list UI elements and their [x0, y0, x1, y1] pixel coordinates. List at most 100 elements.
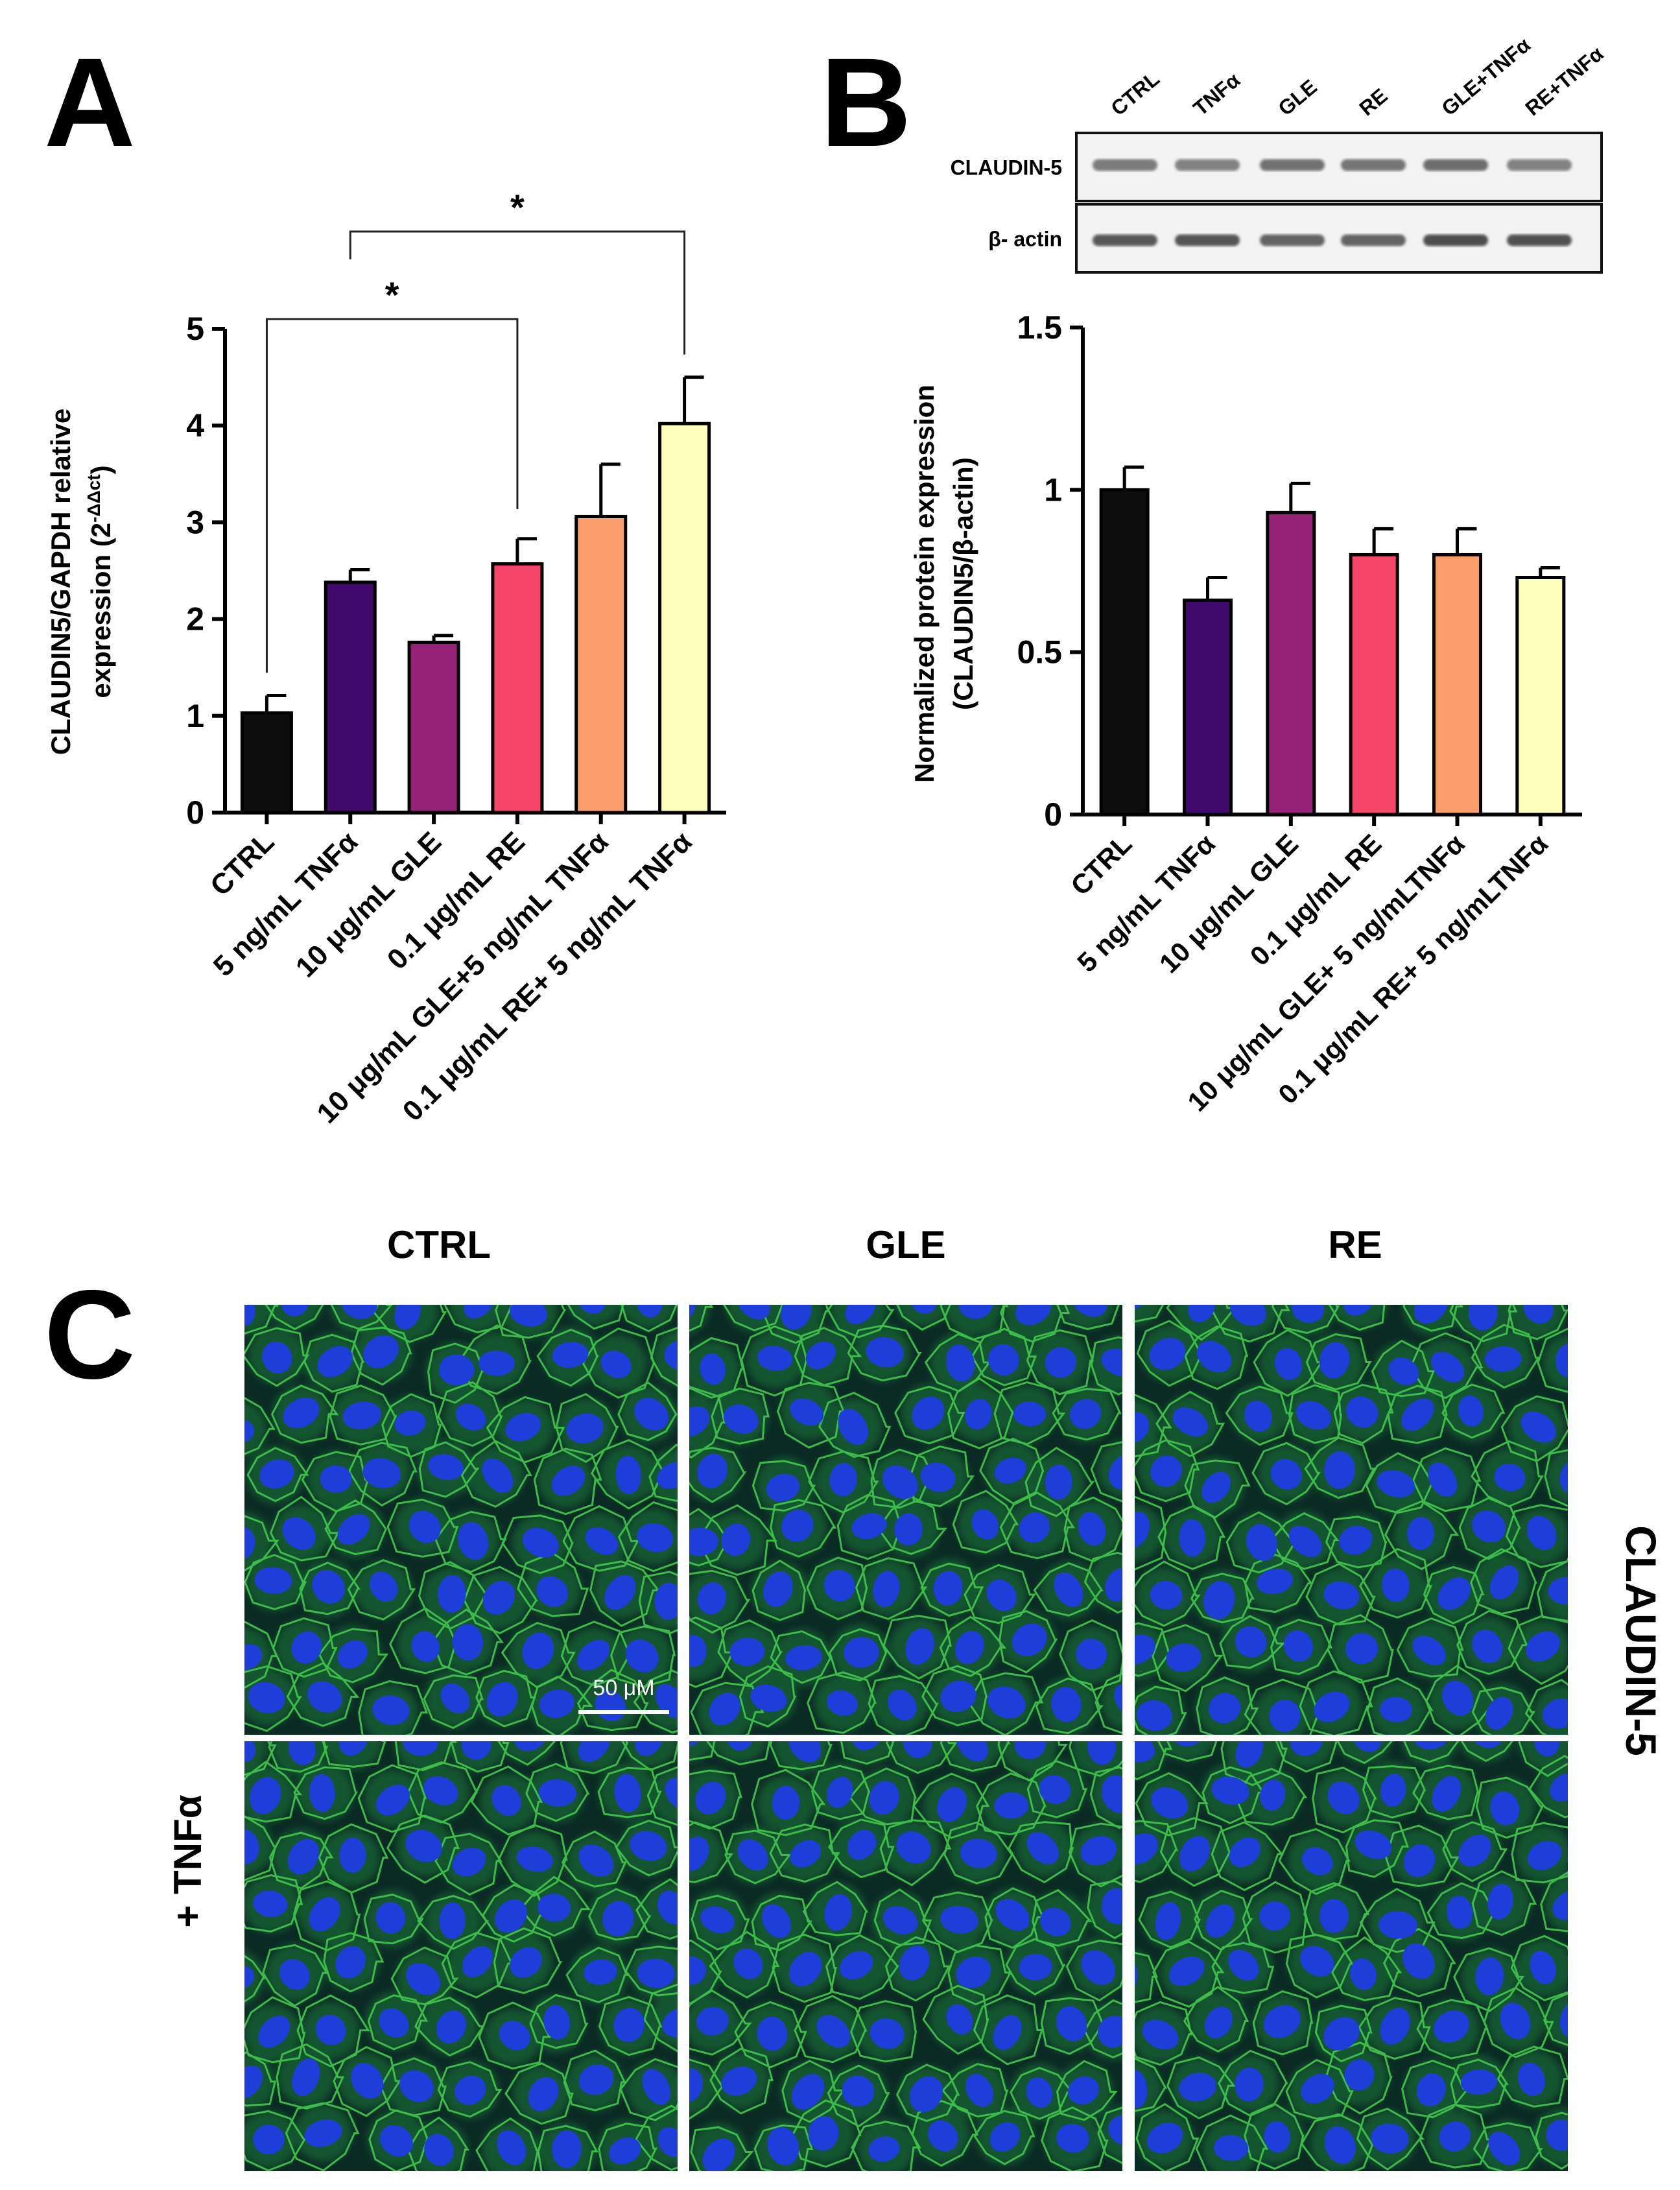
- cell-membrane: [347, 1559, 416, 1621]
- cell-nucleus: [248, 1682, 285, 1713]
- cell-nucleus: [1487, 1883, 1513, 1920]
- cell-nucleus: [291, 1631, 322, 1664]
- cell-membrane: [689, 2058, 725, 2120]
- cell-nucleus: [1067, 2076, 1099, 2104]
- cell-nucleus: [1345, 1396, 1378, 1428]
- cell-nucleus: [625, 1639, 659, 1672]
- cell-nucleus: [439, 1902, 466, 1939]
- cell-nucleus: [1291, 1305, 1325, 1323]
- cell-membrane: [1356, 2108, 1425, 2171]
- cell-membrane: [940, 1741, 1011, 1772]
- cell-nucleus: [1056, 2006, 1087, 2041]
- cell-nucleus: [700, 1906, 735, 1934]
- cell-nucleus: [351, 2062, 384, 2099]
- cell-nucleus: [1087, 1741, 1117, 1765]
- cell-membrane: [1090, 1441, 1122, 1503]
- cell-nucleus: [1045, 1347, 1077, 1378]
- cell-nucleus: [946, 1344, 975, 1382]
- cell-nucleus: [538, 1779, 576, 1807]
- cell-membrane: [689, 1446, 747, 1503]
- cell-nucleus: [258, 2016, 290, 2048]
- y-tick-label: 2: [186, 601, 204, 637]
- cell-membrane: [1056, 1305, 1120, 1330]
- cell-membrane: [1359, 1547, 1433, 1619]
- cell-membrane: [1211, 1942, 1275, 1994]
- cell-nucleus: [845, 1305, 876, 1324]
- cell-membrane: [1155, 1390, 1225, 1458]
- cell-membrane: [847, 1324, 922, 1382]
- cell-nucleus: [551, 1466, 586, 1496]
- cell-nucleus: [1319, 1342, 1350, 1379]
- cell-membrane: [939, 1615, 1007, 1677]
- cell-nucleus: [1401, 1398, 1434, 1431]
- cell-nucleus: [790, 1840, 822, 1868]
- cell-nucleus: [868, 2136, 900, 2162]
- cell-nucleus: [757, 2016, 788, 2051]
- cell-membrane: [1244, 1678, 1320, 1735]
- cell-nucleus: [1019, 1512, 1050, 1543]
- cell-membrane: [849, 1767, 917, 1826]
- cell-membrane: [1366, 1677, 1434, 1735]
- cell-nucleus: [578, 2064, 614, 2095]
- cell-nucleus: [988, 1686, 1026, 1719]
- cell-membrane: [1024, 1446, 1095, 1518]
- bar-5: [1432, 553, 1482, 816]
- cell-nucleus: [912, 1396, 945, 1430]
- cell-membrane: [802, 1881, 869, 1936]
- cell-membrane: [740, 1325, 809, 1397]
- cell-nucleus: [940, 1905, 978, 1934]
- cell-nucleus: [1528, 1840, 1562, 1870]
- cell-nucleus: [262, 1341, 292, 1374]
- cell-nucleus: [1288, 1525, 1322, 1557]
- cell-membrane: [650, 1326, 678, 1387]
- cell-nucleus: [577, 1639, 610, 1671]
- cell-nucleus: [995, 1899, 1030, 1931]
- cell-membrane: [1136, 1320, 1204, 1387]
- cell-nucleus: [960, 1839, 997, 1868]
- cell-nucleus: [1071, 1305, 1107, 1317]
- cell-nucleus: [994, 1457, 1026, 1484]
- cell-nucleus: [436, 2010, 466, 2044]
- cell-nucleus: [657, 1462, 678, 1489]
- cell-membrane: [1300, 2113, 1375, 2171]
- cell-membrane: [1358, 1997, 1431, 2060]
- cell-nucleus: [578, 1741, 610, 1762]
- cell-nucleus: [510, 1305, 548, 1327]
- cell-nucleus: [514, 1741, 548, 1752]
- cell-membrane: [561, 1830, 627, 1888]
- cell-membrane: [1159, 1817, 1231, 1887]
- cell-membrane: [418, 1560, 490, 1630]
- cell-membrane: [285, 2102, 360, 2171]
- y-tick-label: 1: [1044, 471, 1062, 508]
- lane-label: TNFα: [1189, 68, 1244, 120]
- cell-nucleus: [721, 1523, 751, 1556]
- cell-membrane: [886, 1741, 958, 1774]
- cell-nucleus: [1155, 1901, 1181, 1940]
- cell-membrane: [689, 1741, 716, 1761]
- cell-nucleus: [539, 1689, 575, 1719]
- scale-bar-label: 50 μM: [593, 1676, 654, 1700]
- blot-band: [1341, 159, 1406, 171]
- cell-nucleus: [709, 1693, 740, 1726]
- cell-nucleus: [337, 1514, 370, 1545]
- cell-nucleus: [528, 2077, 559, 2112]
- cell-nucleus: [965, 1398, 992, 1430]
- cell-membrane: [964, 1564, 1036, 1625]
- cell-nucleus: [428, 1454, 464, 1481]
- cell-nucleus: [1108, 1454, 1122, 1490]
- cell-nucleus: [928, 2120, 958, 2152]
- cell-nucleus: [1380, 2008, 1410, 2045]
- cell-nucleus: [1550, 1773, 1568, 1802]
- cell-nucleus: [988, 1344, 1019, 1375]
- cell-nucleus: [1150, 1455, 1182, 1487]
- cell-membrane: [576, 1669, 649, 1732]
- cell-membrane: [588, 1888, 652, 1941]
- cell-nucleus: [826, 1776, 853, 1808]
- cell-nucleus: [244, 2065, 263, 2100]
- cell-nucleus: [411, 1631, 440, 1662]
- cell-nucleus: [1439, 2121, 1471, 2152]
- cell-membrane: [943, 1821, 1014, 1885]
- cell-nucleus: [702, 2138, 735, 2171]
- cell-nucleus: [1114, 1684, 1122, 1717]
